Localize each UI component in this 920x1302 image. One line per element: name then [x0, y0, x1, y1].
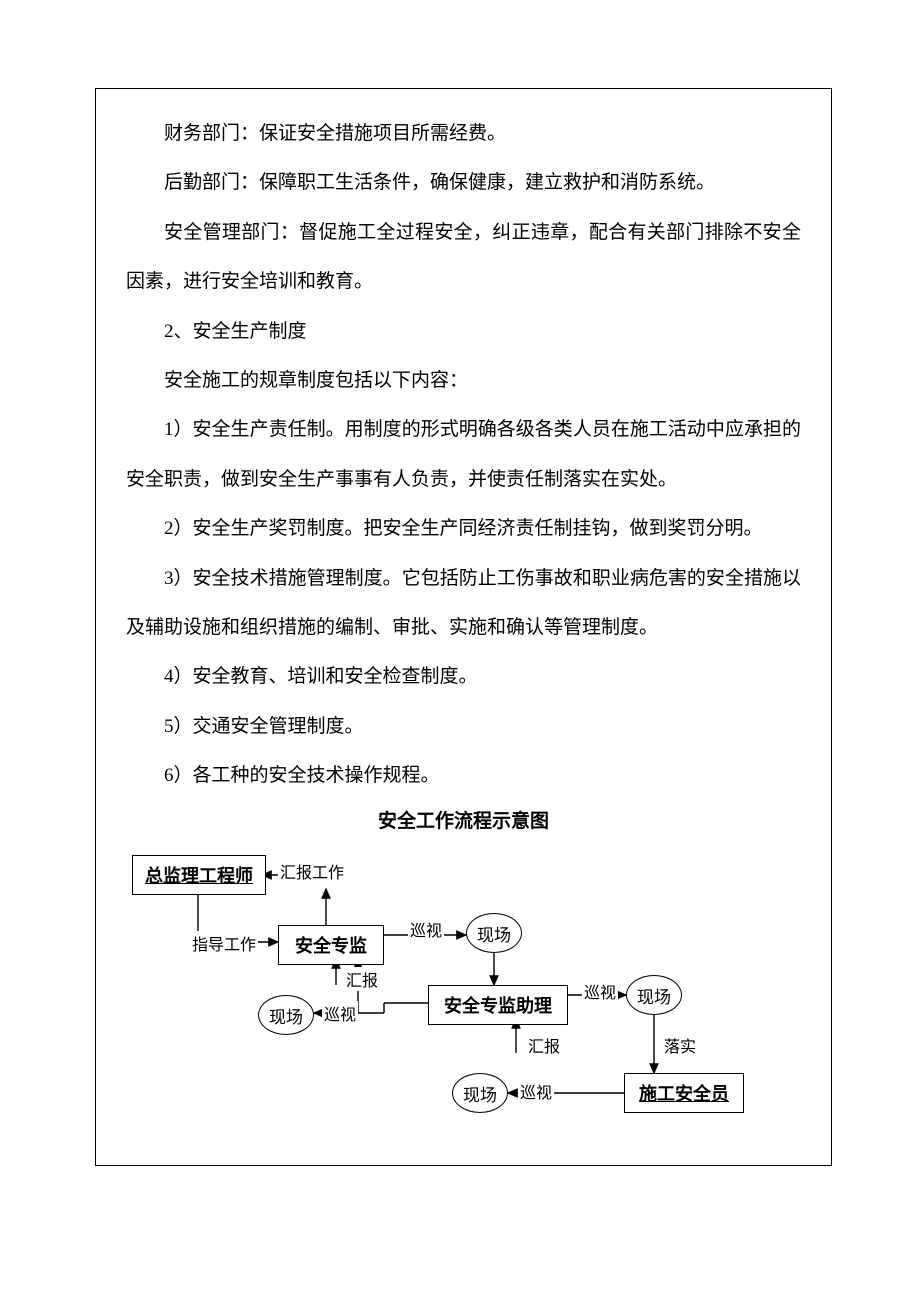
node-specialist-assistant: 安全专监助理: [428, 985, 568, 1025]
node-label: 总监理工程师: [145, 866, 253, 886]
paragraph-intro: 安全施工的规章制度包括以下内容：: [126, 356, 801, 405]
edge-label-guide-work: 指导工作: [190, 931, 258, 955]
node-chief-engineer: 总监理工程师: [132, 855, 266, 895]
edge-label-report-3: 汇报: [526, 1033, 562, 1057]
item-1: 1）安全生产责任制。用制度的形式明确各级各类人员在施工活动中应承担的安全职责，做…: [126, 405, 801, 504]
paragraph-safety-mgmt: 安全管理部门：督促施工全过程安全，纠正违章，配合有关部门排除不安全因素，进行安全…: [126, 208, 801, 307]
node-label: 安全专监: [295, 936, 367, 956]
section-heading-2: 2、安全生产制度: [126, 307, 801, 356]
edge-label-patrol-1: 巡视: [408, 917, 444, 941]
node-site-3: 现场: [626, 975, 682, 1015]
node-label: 现场: [477, 921, 511, 946]
node-site-4: 现场: [452, 1073, 508, 1113]
node-site-1: 现场: [466, 913, 522, 953]
page-frame: 财务部门：保证安全措施项目所需经费。 后勤部门：保障职工生活条件，确保健康，建立…: [95, 88, 832, 1166]
item-6: 6）各工种的安全技术操作规程。: [126, 751, 801, 800]
edge-label-patrol-3: 巡视: [582, 979, 618, 1003]
edge-label-report-work: 汇报工作: [278, 859, 346, 883]
node-label: 现场: [637, 983, 671, 1008]
edge-label-patrol-2: 巡视: [322, 1001, 358, 1025]
node-safety-specialist: 安全专监: [278, 925, 384, 965]
item-2: 2）安全生产奖罚制度。把安全生产同经济责任制挂钩，做到奖罚分明。: [126, 504, 801, 553]
edge-label-report-2: 汇报: [344, 967, 380, 991]
edge-label-implement: 落实: [662, 1033, 698, 1057]
item-4: 4）安全教育、培训和安全检查制度。: [126, 652, 801, 701]
item-3: 3）安全技术措施管理制度。它包括防止工伤事故和职业病危害的安全措施以及辅助设施和…: [126, 554, 801, 653]
diagram-title: 安全工作流程示意图: [126, 806, 801, 833]
node-label: 现场: [269, 1003, 303, 1028]
edge-label-patrol-4: 巡视: [518, 1079, 554, 1103]
paragraph-finance: 财务部门：保证安全措施项目所需经费。: [126, 109, 801, 158]
node-label: 施工安全员: [639, 1084, 729, 1104]
node-construction-safety-officer: 施工安全员: [624, 1073, 744, 1113]
node-label: 安全专监助理: [444, 996, 552, 1016]
paragraph-logistics: 后勤部门：保障职工生活条件，确保健康，建立救护和消防系统。: [126, 158, 801, 207]
item-5: 5）交通安全管理制度。: [126, 702, 801, 751]
node-site-2: 现场: [258, 995, 314, 1035]
flowchart: 总监理工程师 安全专监 安全专监助理 施工安全员 现场 现场 现场 现场 汇报工…: [126, 845, 806, 1125]
node-label: 现场: [463, 1081, 497, 1106]
